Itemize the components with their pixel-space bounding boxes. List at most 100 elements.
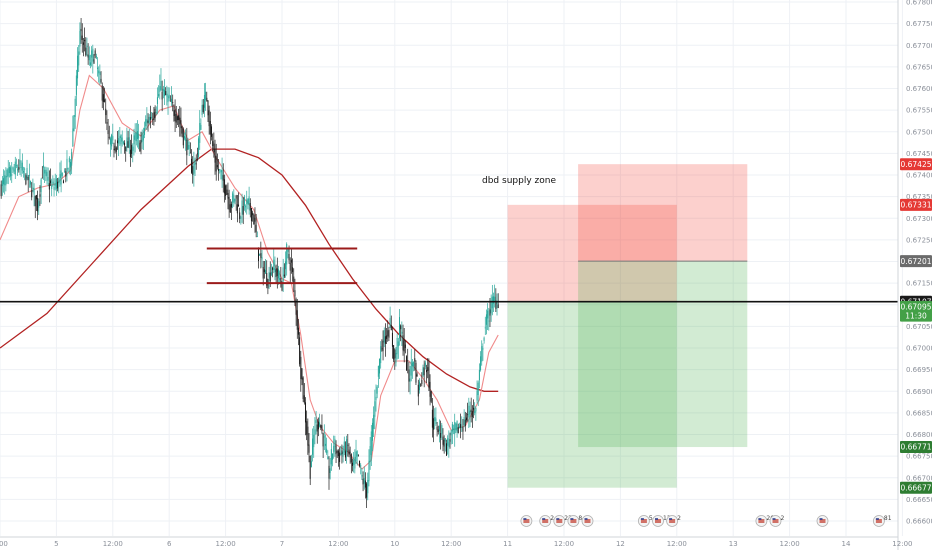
flag-canton — [570, 518, 574, 520]
candle-body — [336, 451, 338, 453]
take-profit-zone[interactable] — [507, 301, 677, 488]
flag-canton — [819, 518, 823, 520]
candle-body — [37, 197, 39, 212]
candle-body — [361, 475, 363, 477]
stop-loss-zone[interactable] — [578, 164, 748, 262]
candle-body — [312, 438, 314, 455]
candle-body — [78, 51, 80, 66]
candle-body — [247, 198, 249, 205]
candle-body — [310, 461, 312, 468]
candle-body — [188, 145, 190, 150]
position-zones[interactable]: dbd supply zone — [482, 164, 748, 488]
event-marker[interactable]: 81 — [873, 515, 892, 527]
price-tag-box — [900, 158, 932, 171]
ma-fast-line — [0, 74, 499, 470]
candle-body — [199, 123, 201, 143]
candle-body — [404, 344, 406, 348]
candle-body — [401, 331, 403, 334]
candle-body — [449, 439, 451, 442]
event-marker[interactable] — [520, 515, 533, 527]
candle-body — [53, 186, 55, 190]
flag-stripe — [758, 519, 765, 523]
candle-body — [24, 168, 26, 170]
price-tag: 0.67201 — [900, 255, 932, 268]
candle-body — [384, 336, 386, 344]
candle-body — [463, 417, 465, 425]
candle-body — [209, 120, 211, 135]
candle-body — [138, 134, 140, 139]
candle-body — [219, 169, 221, 170]
candle-body — [402, 335, 404, 351]
time-axis[interactable]: 3:00 5 12:00 6 12:00 7 12:00 10 12:00 11 12:00 12 12… — [0, 536, 912, 548]
flag-stripe — [669, 519, 676, 523]
candle-body — [344, 451, 346, 458]
drawing-lines[interactable] — [0, 247, 898, 303]
candle-body — [173, 110, 175, 117]
candle-body — [107, 130, 109, 135]
candle-body — [124, 142, 126, 146]
candle-body — [460, 424, 462, 428]
candle-body — [371, 422, 373, 441]
candle-body — [418, 381, 420, 391]
candle-body — [320, 424, 322, 428]
candle-body — [462, 427, 464, 432]
price-tag-label: 0.67095 — [900, 303, 931, 312]
candle-body — [290, 259, 292, 263]
stop-loss-zone[interactable] — [507, 204, 677, 302]
take-profit-zone[interactable] — [578, 261, 748, 448]
x-tick-label: 12:00 — [216, 540, 236, 548]
candle-body — [41, 177, 43, 179]
candle-body — [81, 35, 83, 40]
candle-body — [146, 119, 148, 123]
candle-body — [70, 161, 71, 168]
candle-body — [218, 169, 220, 172]
candle-body — [471, 411, 473, 417]
candle-body — [483, 337, 485, 341]
candle-body — [342, 451, 344, 457]
candle-body — [383, 329, 385, 343]
candle-body — [119, 136, 121, 139]
candle-body — [275, 269, 277, 278]
candle-body — [141, 132, 143, 143]
supply-zone-label: dbd supply zone — [482, 176, 556, 186]
candle-body — [166, 93, 168, 97]
event-marker[interactable]: 2 — [539, 515, 555, 527]
event-count: 2 — [677, 515, 681, 522]
candle-body — [15, 165, 17, 167]
candle-body — [461, 427, 463, 428]
event-marker[interactable]: 2 — [769, 515, 785, 527]
candle-body — [145, 119, 147, 127]
candle-body — [134, 133, 136, 140]
candle-body — [424, 362, 426, 367]
price-tag-box — [900, 255, 932, 268]
candle-body — [395, 353, 397, 363]
economic-events[interactable]: 2228512226281 — [520, 515, 892, 527]
candle-body — [249, 202, 251, 211]
event-marker[interactable] — [816, 515, 829, 527]
candle-body — [48, 183, 50, 190]
event-count: 2 — [781, 515, 785, 522]
candle-body — [375, 396, 377, 401]
event-marker[interactable]: 5 — [638, 515, 653, 527]
candle-body — [14, 161, 16, 175]
candle-body — [89, 62, 91, 66]
candle-body — [94, 50, 96, 56]
event-marker[interactable] — [581, 515, 594, 527]
candle-body — [21, 162, 23, 171]
candle-body — [45, 169, 47, 176]
candle-body — [317, 421, 319, 430]
candle-body — [158, 94, 160, 97]
candle-body — [409, 378, 411, 382]
candle-body — [272, 267, 274, 270]
event-marker[interactable]: 2 — [666, 515, 682, 527]
event-marker[interactable]: 8 — [567, 515, 583, 527]
candle-body — [319, 422, 321, 427]
candle-body — [154, 108, 156, 118]
